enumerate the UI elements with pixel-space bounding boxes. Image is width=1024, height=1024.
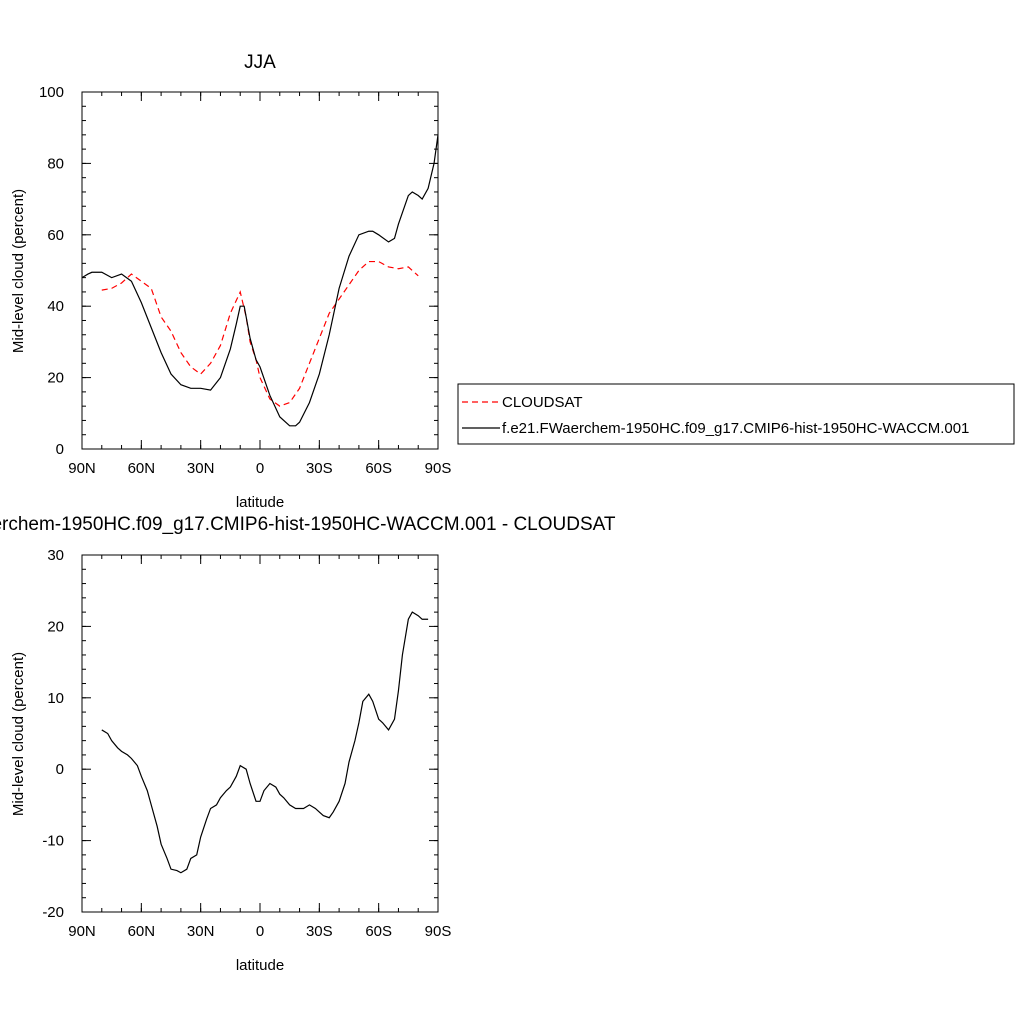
top-x-tick-label: 90S [425, 460, 452, 477]
legend-label-model: f.e21.FWaerchem-1950HC.f09_g17.CMIP6-his… [502, 420, 969, 437]
bottom-plot-frame [81, 554, 439, 913]
top-series-line-model [82, 134, 438, 427]
top-y-tick-label: 0 [56, 441, 64, 458]
bottom-x-tick-label: 30N [187, 923, 215, 940]
top-y-axis-label: Mid-level cloud (percent) [10, 189, 27, 353]
top-x-tick-label: 60N [128, 460, 156, 477]
legend-label-cloudsat: CLOUDSAT [502, 394, 583, 411]
top-x-tick-label: 90N [68, 460, 96, 477]
top-x-tick-label: 30S [306, 460, 333, 477]
bottom-x-tick-label: 90N [68, 923, 96, 940]
top-chart-title: JJA [244, 52, 276, 73]
top-y-tick-label: 20 [47, 370, 64, 387]
bottom-x-tick-label: 60S [365, 923, 392, 940]
bottom-x-tick-label: 0 [256, 923, 264, 940]
top-plot-frame [81, 91, 439, 450]
top-x-tick-label: 30N [187, 460, 215, 477]
bottom-y-tick-label: -20 [42, 904, 64, 921]
top-x-axis-label: latitude [236, 494, 284, 511]
top-x-tick-label: 0 [256, 460, 264, 477]
top-y-tick-label: 40 [47, 298, 64, 315]
bottom-series-line-model [101, 611, 429, 874]
bottom-y-axis-label: Mid-level cloud (percent) [10, 652, 27, 816]
top-y-tick-label: 60 [47, 227, 64, 244]
bottom-y-tick-label: 20 [47, 618, 64, 635]
bottom-x-tick-label: 30S [306, 923, 333, 940]
legend: CLOUDSAT f.e21.FWaerchem-1950HC.f09_g17.… [457, 383, 1015, 445]
bottom-x-axis-label: latitude [236, 957, 284, 974]
bottom-x-tick-label: 90S [425, 923, 452, 940]
top-y-tick-label: 80 [47, 155, 64, 172]
legend-box [457, 383, 1015, 445]
bottom-y-tick-label: 10 [47, 690, 64, 707]
top-x-tick-label: 60S [365, 460, 392, 477]
bottom-y-tick-label: -10 [42, 833, 64, 850]
top-series-line-cloudsat [101, 260, 419, 407]
bottom-chart-title: f.e21.FWaerchem-1950HC.f09_g17.CMIP6-his… [0, 514, 616, 535]
bottom-y-tick-label: 30 [47, 547, 64, 564]
bottom-x-tick-label: 60N [128, 923, 156, 940]
top-y-tick-label: 100 [39, 84, 64, 101]
bottom-y-tick-label: 0 [56, 761, 64, 778]
